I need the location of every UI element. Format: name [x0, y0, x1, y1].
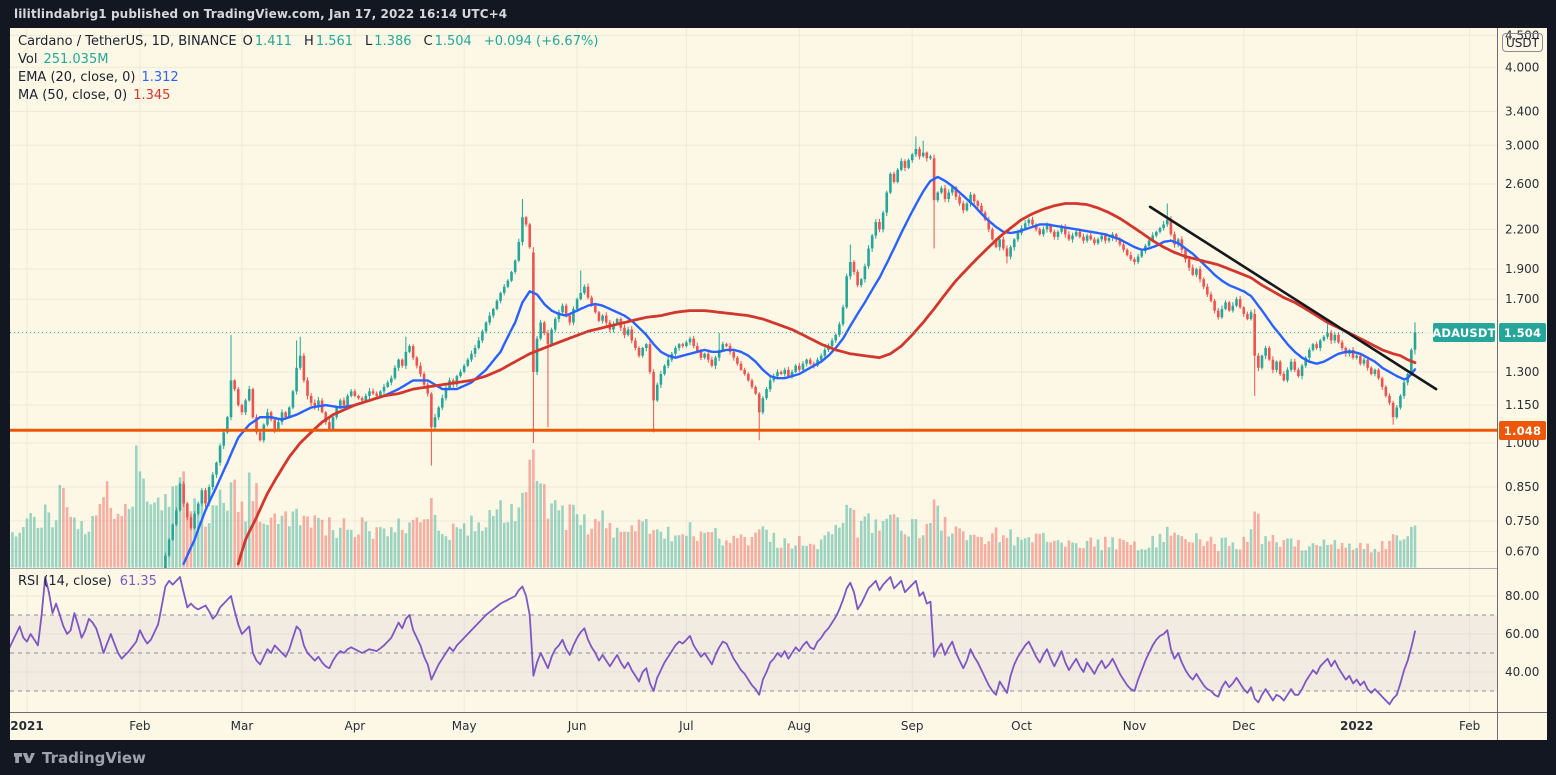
- low-value: 1.386: [374, 33, 412, 49]
- price-tick-label: 1.300: [1505, 365, 1539, 379]
- volume-value: 251.035M: [43, 51, 109, 67]
- tradingview-logo-icon[interactable]: [14, 749, 35, 767]
- last-price-axis-label: 1.504: [1499, 323, 1546, 342]
- price-tick-label: 4.500: [1505, 28, 1539, 42]
- time-tick-label: 2021: [10, 719, 43, 733]
- legend-volume-row[interactable]: Vol 251.035M: [18, 50, 604, 68]
- rsi-label: RSI (14, close): [18, 573, 112, 589]
- rsi-line: [10, 576, 1416, 706]
- price-tick-label: 1.900: [1505, 262, 1539, 276]
- attribution-text: lilitlindabrig1 published on TradingView…: [14, 7, 508, 21]
- open-value: 1.411: [254, 33, 293, 49]
- price-tick-label: 2.200: [1505, 222, 1539, 236]
- price-tick-label: 0.670: [1505, 545, 1539, 559]
- change-value: +0.094 (+6.67%): [483, 33, 599, 49]
- time-tick-label: May: [452, 719, 477, 733]
- legend-ema-row[interactable]: EMA (20, close, 0) 1.312: [18, 68, 604, 86]
- time-tick-label: Nov: [1123, 719, 1146, 733]
- time-tick-label: Apr: [344, 719, 365, 733]
- descending-trendline[interactable]: [1148, 205, 1438, 391]
- time-tick-label: Feb: [129, 719, 150, 733]
- rsi-value: 61.35: [119, 573, 157, 589]
- brand-name[interactable]: TradingView: [42, 748, 146, 767]
- time-tick-label: Jun: [567, 719, 587, 733]
- time-tick-label: Feb: [1459, 719, 1480, 733]
- attribution-bar: lilitlindabrig1 published on TradingView…: [0, 0, 1556, 28]
- open-label: O: [242, 33, 253, 49]
- close-label: C: [423, 33, 433, 49]
- volume-bars: [10, 445, 1417, 568]
- ma50-line: [236, 202, 1417, 566]
- price-pane[interactable]: [10, 136, 1417, 740]
- time-tick-label: Dec: [1232, 719, 1255, 733]
- legend-ma-row[interactable]: MA (50, close, 0) 1.345: [18, 86, 604, 104]
- price-tick-label: 4.000: [1505, 60, 1539, 74]
- chart-stage: 4.500 4.000 3.400 3.000 2.600 2.200 1.900 1.700…: [10, 28, 1547, 740]
- time-tick-label: Jul: [678, 719, 693, 733]
- rsi-tick-label: 60.00: [1505, 627, 1539, 641]
- time-tick-label: Mar: [231, 719, 254, 733]
- time-tick-label: Aug: [788, 719, 811, 733]
- low-label: L: [365, 33, 373, 49]
- rsi-tick-label: 80.00: [1505, 589, 1539, 603]
- chart-canvas[interactable]: 4.500 4.000 3.400 3.000 2.600 2.200 1.900 1.700…: [10, 28, 1547, 740]
- price-tick-label: 1.150: [1505, 398, 1539, 412]
- price-tick-label: 3.000: [1505, 138, 1539, 152]
- ema-label: EMA (20, close, 0): [18, 69, 136, 85]
- ma-value: 1.345: [133, 87, 171, 103]
- ema-value: 1.312: [141, 69, 179, 85]
- legend-rsi-row[interactable]: RSI (14, close) 61.35: [18, 572, 165, 590]
- legend-main: Cardano / TetherUS, 1D, BINANCE O 1.411 H…: [18, 32, 604, 104]
- ema20-line: [182, 175, 1417, 566]
- symbol-title: Cardano / TetherUS, 1D, BINANCE: [18, 33, 237, 49]
- price-tick-label: 0.750: [1505, 514, 1539, 528]
- rsi-band: [10, 615, 1497, 691]
- price-tick-label: 2.600: [1505, 177, 1539, 191]
- ma-label: MA (50, close, 0): [18, 87, 128, 103]
- legend-symbol-row[interactable]: Cardano / TetherUS, 1D, BINANCE O 1.411 H…: [18, 32, 604, 50]
- price-tick-label: 3.400: [1505, 104, 1539, 118]
- rsi-pane[interactable]: [10, 576, 1497, 706]
- support-level-axis-label: 1.048: [1499, 421, 1546, 440]
- price-axis[interactable]: 4.500 4.000 3.400 3.000 2.600 2.200 1.900 1.700…: [1505, 28, 1539, 679]
- brand-footer: TradingView: [0, 740, 1556, 775]
- time-tick-label: Oct: [1011, 719, 1032, 733]
- volume-label: Vol: [18, 51, 38, 67]
- time-tick-label: Sep: [901, 719, 924, 733]
- rsi-tick-label: 40.00: [1505, 665, 1539, 679]
- price-tick-label: 1.700: [1505, 292, 1539, 306]
- symbol-price-flag: ADAUSDT: [1432, 323, 1496, 342]
- time-tick-label: 2022: [1340, 719, 1373, 733]
- grid-layer: [10, 28, 1497, 712]
- high-label: H: [304, 33, 314, 49]
- price-tick-label: 0.850: [1505, 480, 1539, 494]
- close-value: 1.504: [434, 33, 472, 49]
- time-axis[interactable]: 2021 Feb Mar Apr May Jun Jul Aug Sep Oct Nov Dec 202…: [10, 719, 1480, 733]
- high-value: 1.561: [315, 33, 354, 49]
- currency-toggle-button[interactable]: USDT: [1502, 33, 1543, 52]
